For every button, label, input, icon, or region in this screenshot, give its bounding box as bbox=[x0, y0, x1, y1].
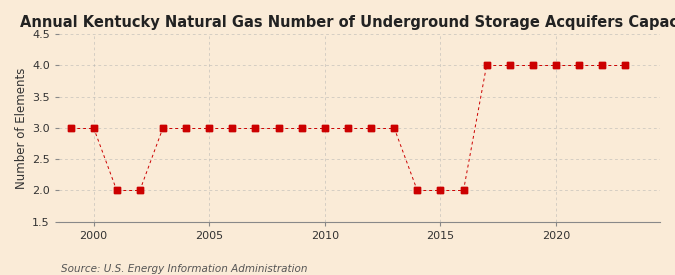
Text: Source: U.S. Energy Information Administration: Source: U.S. Energy Information Administ… bbox=[61, 264, 307, 274]
Point bbox=[597, 63, 608, 67]
Point bbox=[435, 188, 446, 192]
Point bbox=[366, 126, 377, 130]
Point bbox=[181, 126, 192, 130]
Point bbox=[342, 126, 353, 130]
Point bbox=[458, 188, 469, 192]
Point bbox=[481, 63, 492, 67]
Point bbox=[111, 188, 122, 192]
Point bbox=[157, 126, 168, 130]
Point bbox=[227, 126, 238, 130]
Point bbox=[134, 188, 145, 192]
Point bbox=[227, 126, 238, 130]
Y-axis label: Number of Elements: Number of Elements bbox=[15, 67, 28, 189]
Point bbox=[65, 126, 76, 130]
Point bbox=[65, 126, 76, 130]
Point bbox=[412, 188, 423, 192]
Point bbox=[134, 188, 145, 192]
Point bbox=[250, 126, 261, 130]
Point bbox=[273, 126, 284, 130]
Point bbox=[412, 188, 423, 192]
Point bbox=[204, 126, 215, 130]
Point bbox=[204, 126, 215, 130]
Title: Annual Kentucky Natural Gas Number of Underground Storage Acquifers Capacity: Annual Kentucky Natural Gas Number of Un… bbox=[20, 15, 675, 30]
Point bbox=[435, 188, 446, 192]
Point bbox=[527, 63, 538, 67]
Point bbox=[597, 63, 608, 67]
Point bbox=[389, 126, 400, 130]
Point bbox=[551, 63, 562, 67]
Point bbox=[88, 126, 99, 130]
Point bbox=[296, 126, 307, 130]
Point bbox=[319, 126, 330, 130]
Point bbox=[342, 126, 353, 130]
Point bbox=[296, 126, 307, 130]
Point bbox=[111, 188, 122, 192]
Point bbox=[574, 63, 585, 67]
Point bbox=[366, 126, 377, 130]
Point bbox=[88, 126, 99, 130]
Point bbox=[620, 63, 630, 67]
Point bbox=[504, 63, 515, 67]
Point bbox=[574, 63, 585, 67]
Point bbox=[481, 63, 492, 67]
Point bbox=[527, 63, 538, 67]
Point bbox=[620, 63, 630, 67]
Point bbox=[458, 188, 469, 192]
Point bbox=[504, 63, 515, 67]
Point bbox=[157, 126, 168, 130]
Point bbox=[319, 126, 330, 130]
Point bbox=[389, 126, 400, 130]
Point bbox=[250, 126, 261, 130]
Point bbox=[273, 126, 284, 130]
Point bbox=[181, 126, 192, 130]
Point bbox=[551, 63, 562, 67]
